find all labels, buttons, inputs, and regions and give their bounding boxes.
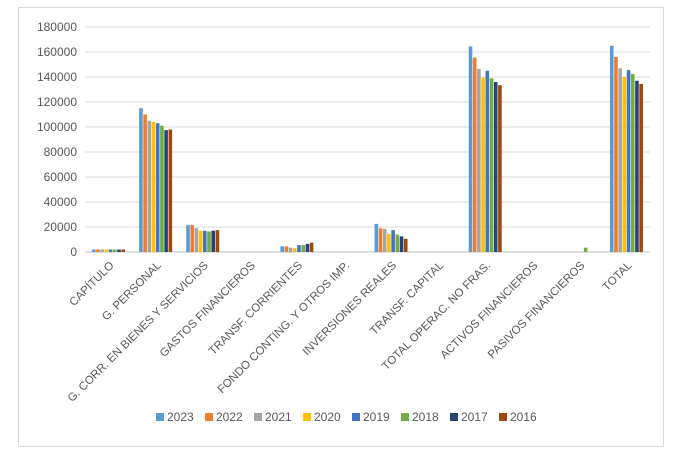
legend-label: 2021 xyxy=(265,410,292,424)
legend-label: 2017 xyxy=(461,410,488,424)
bar-2022-8 xyxy=(472,57,477,252)
x-tick-label: TOTAL xyxy=(601,259,635,293)
bar-2020-8 xyxy=(481,77,485,252)
bar-2016-0 xyxy=(121,249,126,252)
bar-2022-6 xyxy=(378,228,383,252)
y-tick-label: 100000 xyxy=(37,120,77,134)
x-tick-label: GASTOS FINANCIEROS xyxy=(158,259,258,359)
bar-2018-2 xyxy=(207,231,211,252)
bars xyxy=(92,45,643,252)
y-tick-label: 0 xyxy=(70,245,77,259)
bar-2019-4 xyxy=(297,245,301,252)
legend-label: 2019 xyxy=(363,410,390,424)
bar-2017-6 xyxy=(399,236,404,252)
bar-2016-1 xyxy=(168,129,173,252)
bar-2023-8 xyxy=(468,46,473,252)
bar-2022-2 xyxy=(190,225,195,252)
bar-2018-4 xyxy=(301,245,305,252)
bar-2021-11 xyxy=(618,68,622,252)
legend-swatch xyxy=(303,413,311,421)
legend-swatch xyxy=(499,413,507,421)
gridlines xyxy=(85,26,650,253)
legend-swatch xyxy=(205,413,213,421)
bar-2016-6 xyxy=(403,238,408,252)
bar-2017-1 xyxy=(164,130,168,252)
x-tick-label: PASIVOS FINANCIEROS xyxy=(486,259,588,361)
y-tick-label: 160000 xyxy=(37,45,77,59)
bar-2023-2 xyxy=(186,225,190,252)
bar-2016-2 xyxy=(215,230,220,252)
bar-2022-11 xyxy=(614,57,618,252)
bar-2017-11 xyxy=(635,80,639,252)
legend-swatch xyxy=(254,413,262,421)
bar-2021-6 xyxy=(382,228,387,252)
bar-2023-4 xyxy=(280,246,284,252)
y-tick-label: 120000 xyxy=(37,95,77,109)
bar-2016-11 xyxy=(639,83,643,252)
y-tick-label: 40000 xyxy=(44,195,78,209)
y-tick-label: 140000 xyxy=(37,70,77,84)
bar-2016-8 xyxy=(498,85,502,252)
bar-2019-8 xyxy=(485,70,490,252)
bar-2022-1 xyxy=(143,114,147,252)
legend-label: 2018 xyxy=(412,410,439,424)
x-tick-label: INVERSIONES REALES xyxy=(301,259,400,358)
legend-label: 2022 xyxy=(216,410,243,424)
bar-2023-0 xyxy=(92,249,96,252)
y-axis-tick-labels: 0 20000 40000 60000 80000 100000 120000 140000 1… xyxy=(37,20,77,259)
legend-label: 2016 xyxy=(510,410,537,424)
bar-2018-1 xyxy=(160,125,164,252)
x-tick-label: ACTIVOS FINANCIEROS xyxy=(438,259,540,361)
bar-2023-11 xyxy=(609,45,614,252)
bar-2021-1 xyxy=(147,120,152,252)
bar-2017-4 xyxy=(305,243,310,252)
chart-border xyxy=(18,7,664,447)
legend: 2023 2022 2021 2020 2019 2018 2017 2016 xyxy=(156,410,537,424)
bar-2018-10 xyxy=(583,247,588,252)
legend-swatch xyxy=(156,413,164,421)
bar-2020-1 xyxy=(151,122,156,252)
bar-2016-4 xyxy=(309,242,314,252)
y-tick-label: 80000 xyxy=(44,145,78,159)
bar-2017-0 xyxy=(117,249,121,252)
bar-2020-0 xyxy=(104,249,109,252)
bar-2018-11 xyxy=(630,73,635,252)
legend-swatch xyxy=(352,413,360,421)
legend-swatch xyxy=(450,413,458,421)
bar-2020-2 xyxy=(198,230,203,252)
bar-2019-0 xyxy=(108,249,113,252)
bar-2021-4 xyxy=(288,247,293,252)
bar-2022-4 xyxy=(284,246,289,252)
legend-label: 2020 xyxy=(314,410,341,424)
bar-2017-2 xyxy=(211,230,216,252)
bar-2023-6 xyxy=(374,223,379,252)
bar-2019-1 xyxy=(155,123,160,252)
bar-2020-11 xyxy=(622,77,627,252)
y-tick-label: 60000 xyxy=(44,170,78,184)
bar-2023-1 xyxy=(139,108,143,252)
bar-2018-8 xyxy=(489,78,494,252)
legend-swatch xyxy=(401,413,409,421)
bar-2019-2 xyxy=(203,230,207,252)
bar-2019-6 xyxy=(391,230,395,252)
bar-2017-8 xyxy=(493,82,498,252)
bar-2019-11 xyxy=(626,70,631,252)
x-tick-label: TRANSF. CORRIENTES xyxy=(207,259,305,357)
y-tick-label: 20000 xyxy=(44,220,78,234)
y-tick-label: 180000 xyxy=(37,20,77,34)
bar-2018-0 xyxy=(113,249,117,252)
bar-2018-6 xyxy=(395,234,400,252)
bar-2021-8 xyxy=(477,68,481,252)
bar-2021-2 xyxy=(194,228,199,252)
bar-2022-0 xyxy=(96,249,100,252)
bar-2020-6 xyxy=(387,233,391,252)
x-tick-label: CAPÍTULO xyxy=(67,259,117,309)
legend-label: 2023 xyxy=(167,410,194,424)
bar-2021-0 xyxy=(100,249,105,252)
bar-2020-4 xyxy=(292,248,297,252)
